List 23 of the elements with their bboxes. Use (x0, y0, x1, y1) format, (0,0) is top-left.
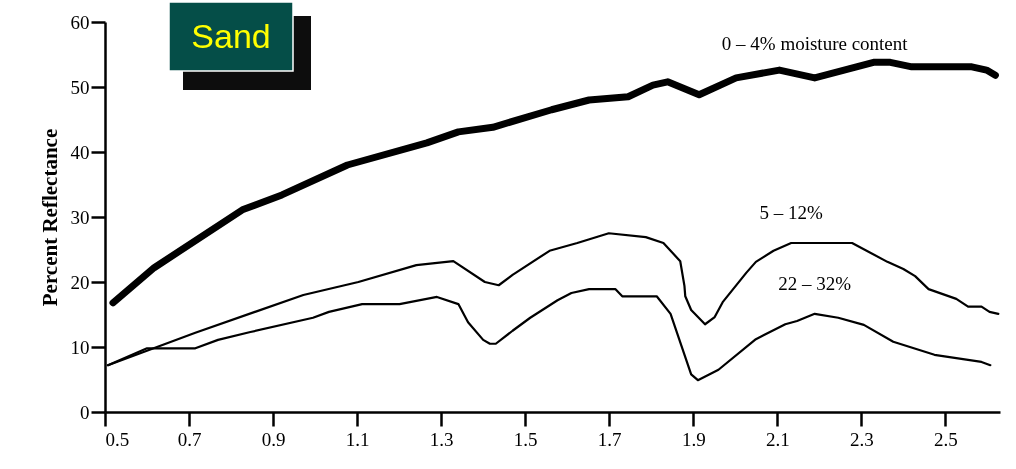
x-tick-label: 0.5 (105, 428, 130, 450)
y-tick-label: 20 (70, 271, 90, 293)
chart-title: Sand (191, 16, 271, 55)
y-tick-label: 30 (70, 206, 90, 228)
y-tick-label: 60 (70, 11, 90, 33)
x-tick-label: 1.5 (513, 428, 538, 450)
y-axis-title: Percent Reflectance (37, 128, 62, 307)
x-tick-label: 0.9 (261, 428, 286, 450)
x-tick-label: 1.3 (429, 428, 454, 450)
x-tick-label: 1.7 (597, 428, 622, 450)
series-label: 5 – 12% (759, 202, 823, 223)
x-tick-label: 2.1 (765, 428, 790, 450)
x-tick-label: 0.7 (177, 428, 202, 450)
y-tick-label: 10 (70, 336, 90, 358)
series-label: 22 – 32% (778, 272, 852, 294)
x-tick-label: 1.1 (345, 428, 370, 450)
x-tick-label: 1.9 (681, 428, 706, 450)
y-tick-label: 50 (70, 76, 90, 98)
x-tick-label: 2.5 (934, 428, 958, 450)
series-label: 0 – 4% moisture content (721, 32, 909, 54)
y-tick-label: 40 (70, 141, 90, 163)
x-tick-label: 2.3 (849, 428, 874, 450)
y-tick-label: 0 (80, 401, 90, 423)
